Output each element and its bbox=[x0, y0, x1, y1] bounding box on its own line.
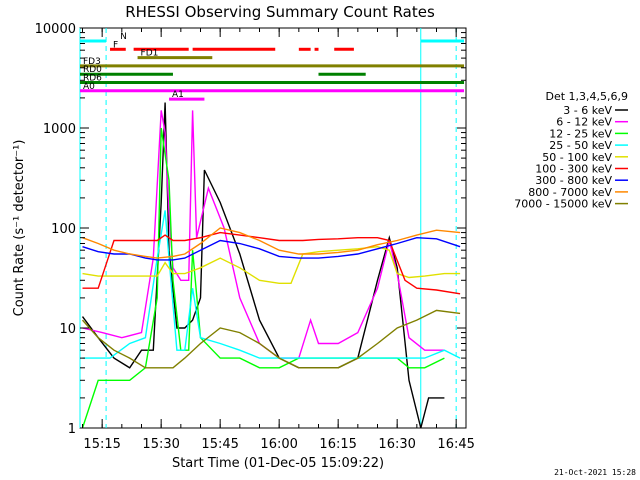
timestamp: 21-Oct-2021 15:28 bbox=[554, 468, 636, 477]
x-axis: 15:15 15:30 15:45 16:00 16:15 16:30 16:45 bbox=[81, 28, 475, 452]
flag-label: FD1 bbox=[141, 49, 159, 59]
flag-label: A0 bbox=[83, 82, 95, 92]
series-lines bbox=[81, 102, 461, 429]
legend-entry-label: 300 - 800 keV bbox=[535, 174, 612, 187]
x-tick-label: 16:45 bbox=[437, 437, 474, 452]
y-tick-label: 10000 bbox=[35, 22, 76, 37]
legend-entry-label: 25 - 50 keV bbox=[549, 139, 612, 152]
legend-entry-label: 12 - 25 keV bbox=[549, 127, 612, 140]
y-axis: 1 10 100 1000 10000 bbox=[35, 22, 466, 437]
y-tick-label: 1000 bbox=[43, 122, 76, 137]
flag-label: N bbox=[120, 32, 127, 42]
legend-entry-label: 100 - 300 keV bbox=[535, 163, 612, 176]
flag-label: A1 bbox=[172, 90, 184, 100]
x-tick-label: 15:30 bbox=[142, 437, 179, 452]
legend-entry-label: 6 - 12 keV bbox=[556, 116, 612, 129]
series-line bbox=[82, 110, 445, 359]
x-tick-label: 16:00 bbox=[260, 437, 297, 452]
legend-entry-label: 800 - 7000 keV bbox=[528, 186, 612, 199]
y-tick-label: 1 bbox=[68, 422, 76, 437]
legend-entry-label: 50 - 100 keV bbox=[542, 151, 612, 164]
chart-title: RHESSI Observing Summary Count Rates bbox=[125, 3, 435, 21]
series-line bbox=[81, 309, 461, 369]
x-tick-label: 16:30 bbox=[378, 437, 415, 452]
y-axis-label: Count Rate (s⁻¹ detector⁻¹) bbox=[12, 140, 27, 317]
flag-label: F bbox=[113, 40, 118, 50]
flag-label: FD3 bbox=[83, 57, 101, 67]
x-tick-label: 15:45 bbox=[201, 437, 238, 452]
series-line bbox=[82, 231, 461, 295]
x-axis-label: Start Time (01-Dec-05 15:09:22) bbox=[172, 456, 384, 471]
series-line bbox=[82, 236, 461, 261]
y-tick-label: 100 bbox=[51, 222, 76, 237]
x-tick-label: 15:15 bbox=[83, 437, 120, 452]
legend-entry-label: 7000 - 15000 keV bbox=[514, 198, 612, 211]
x-tick-label: 16:15 bbox=[319, 437, 356, 452]
series-line bbox=[82, 227, 461, 259]
flag-label: RD0 bbox=[83, 65, 102, 75]
flag-label: RD6 bbox=[83, 74, 102, 84]
series-line bbox=[82, 245, 461, 284]
legend-title: Det 1,3,4,5,6,9 bbox=[545, 90, 628, 103]
y-tick-label: 10 bbox=[59, 322, 76, 337]
series-line bbox=[82, 210, 461, 359]
legend-entry-label: 3 - 6 keV bbox=[563, 104, 612, 117]
